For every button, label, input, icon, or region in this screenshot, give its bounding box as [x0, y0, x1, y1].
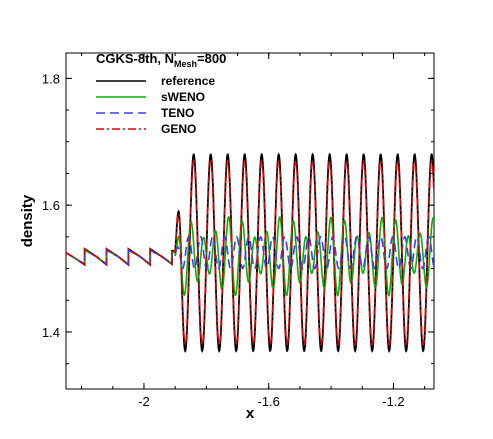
legend: CGKS-8th, NMesh=800 reference sWENO TENO GE…	[96, 51, 226, 136]
plot-frame	[65, 52, 435, 390]
x-axis-title: x	[246, 405, 255, 422]
legend-label-sweno: sWENO	[161, 90, 205, 104]
x-tick-label: -2	[138, 394, 150, 409]
x-tick-label: -1.6	[258, 394, 280, 409]
axis-ticks	[66, 53, 434, 389]
series-layer	[66, 152, 434, 353]
legend-label-reference: reference	[161, 74, 215, 88]
tick-labels: -2 -1.6 -1.2 1.4 1.6 1.8	[42, 71, 405, 409]
x-tick-label: -1.2	[382, 394, 404, 409]
legend-label-teno: TENO	[161, 106, 194, 120]
y-tick-label: 1.6	[42, 198, 60, 213]
y-tick-label: 1.8	[42, 71, 60, 86]
legend-entries: reference sWENO TENO GENO	[96, 74, 215, 136]
series-line-geno	[66, 159, 434, 347]
y-tick-label: 1.4	[42, 325, 60, 340]
y-axis-title: density	[19, 194, 36, 247]
legend-title-subscript: Mesh	[174, 59, 197, 69]
legend-label-geno: GENO	[161, 122, 196, 136]
legend-title: CGKS-8th, NMesh=800	[96, 51, 226, 69]
